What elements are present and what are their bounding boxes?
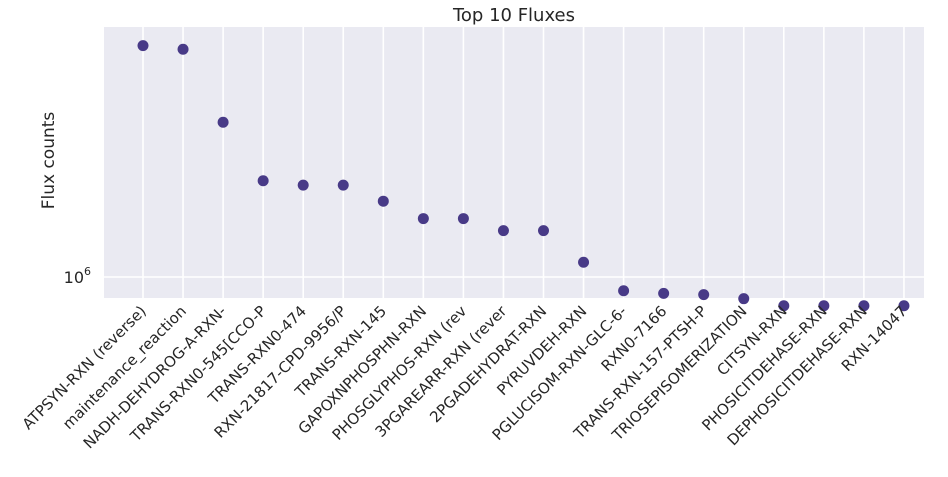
data-point (217, 116, 229, 128)
data-point (497, 225, 509, 237)
data-point (337, 179, 349, 191)
chart-title: Top 10 Fluxes (452, 5, 575, 26)
data-point (578, 256, 590, 268)
data-point (377, 195, 389, 207)
grid-lines (104, 27, 924, 298)
plot-area (104, 27, 924, 298)
data-point (417, 213, 429, 225)
y-tick-labels: 106 (64, 265, 91, 287)
data-point (778, 300, 790, 312)
data-point (457, 213, 469, 225)
data-points (137, 40, 910, 312)
data-point (818, 300, 830, 312)
data-point (738, 293, 750, 305)
data-point (137, 40, 149, 52)
data-point (538, 225, 549, 237)
data-point (858, 300, 870, 312)
data-point (618, 285, 630, 297)
data-point (297, 179, 309, 191)
data-point (257, 175, 269, 187)
data-point (177, 43, 189, 55)
data-point (698, 289, 710, 301)
data-point (898, 300, 910, 312)
y-axis-label: Flux counts (39, 112, 59, 210)
y-tick-label: 106 (64, 265, 91, 287)
x-tick-labels: ATPSYN-RXN (reverse)maintenance_reaction… (19, 302, 911, 453)
data-point (658, 287, 670, 299)
